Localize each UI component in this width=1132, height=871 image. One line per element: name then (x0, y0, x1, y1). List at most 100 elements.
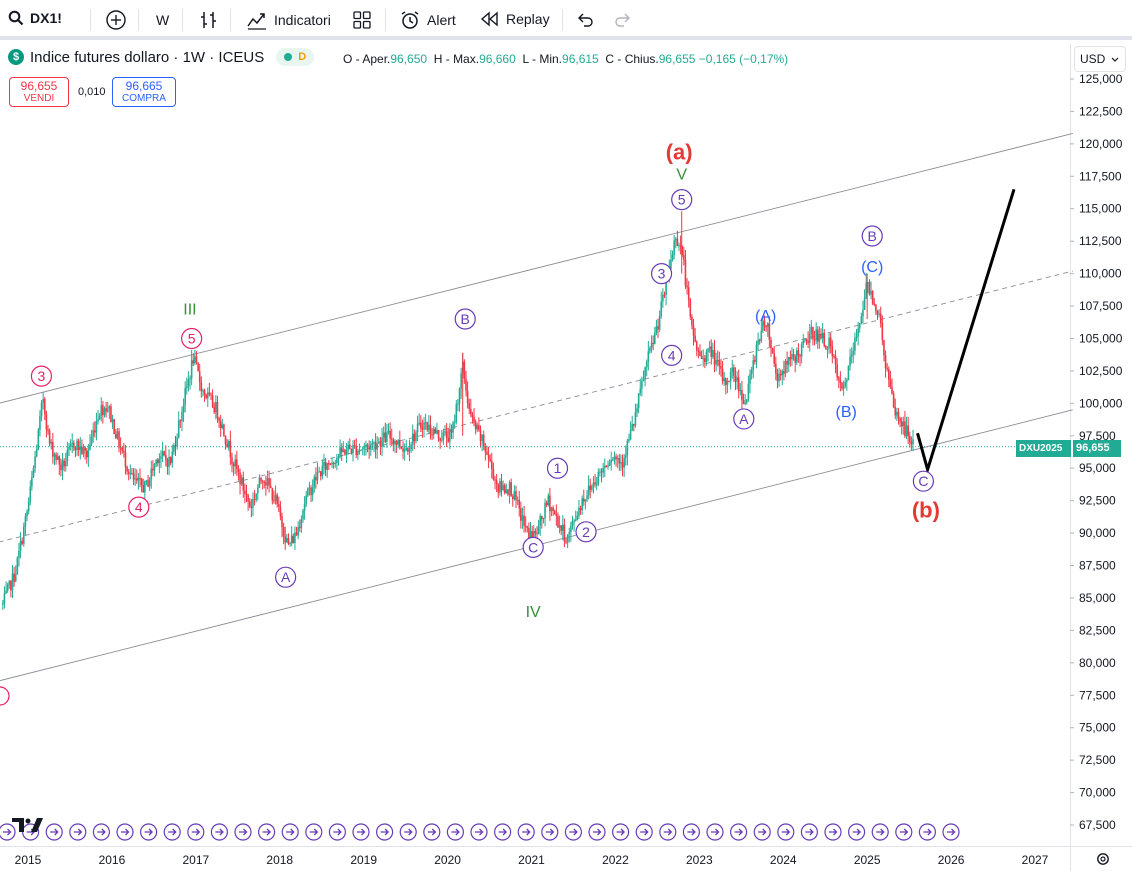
compare-add-button[interactable] (105, 9, 127, 36)
candle-body (689, 299, 692, 317)
symbol-search[interactable]: DX1! (8, 10, 62, 26)
candle-body (329, 464, 332, 466)
candle-body (541, 516, 543, 520)
wave-label[interactable]: 5 (678, 192, 686, 208)
candle-body (358, 450, 361, 452)
price-tick-label: 75,000 (1079, 721, 1116, 735)
candle-body (37, 429, 40, 450)
candle-body (432, 428, 435, 435)
wave-label[interactable]: V (676, 167, 687, 184)
candle-body (503, 485, 506, 494)
indicators-button[interactable]: Indicatori (246, 10, 331, 30)
candle-body (744, 402, 746, 404)
channel-upper-line[interactable] (0, 133, 1073, 404)
candle-body (208, 392, 211, 395)
arrow-right-icon (522, 828, 531, 836)
candle-body (73, 442, 75, 448)
candle-body (240, 477, 243, 485)
alert-button[interactable]: Alert (399, 10, 456, 30)
wave-label[interactable]: B (868, 228, 877, 244)
candle-body (545, 502, 548, 506)
candle-body (670, 259, 672, 270)
wave-degree-label[interactable]: (a) (666, 140, 693, 165)
tradingview-logo (12, 818, 43, 832)
buy-button[interactable]: 96,665 COMPRA (112, 77, 176, 107)
ohlc-values: O - Aper.96,650 H - Max.96,660 L - Min.9… (343, 52, 788, 66)
wave-label[interactable]: A (739, 411, 749, 427)
candle-body (139, 478, 141, 480)
sell-button[interactable]: 96,655 VENDI (9, 77, 69, 107)
wave-circle (912, 470, 934, 492)
wave-label[interactable]: 2 (582, 524, 590, 540)
time-tick-label: 2023 (686, 853, 713, 867)
candle-body (734, 375, 737, 382)
wave-label[interactable]: (C) (861, 259, 883, 276)
candle-body (390, 438, 393, 440)
time-axis[interactable]: 2015 2016 2017 2018 2019 2020 2021 2022 2023 2024… (15, 853, 1049, 867)
legend-status-badge[interactable]: D (276, 48, 315, 66)
candle-body (663, 294, 666, 296)
redo-button[interactable] (614, 11, 632, 34)
chart-type-button[interactable] (199, 9, 219, 36)
projection-line[interactable] (916, 188, 1016, 475)
chart-legend[interactable]: $ Indice futures dollaro · 1W · ICEUS D (8, 48, 315, 66)
arrow-right-icon (687, 828, 696, 836)
wave-label[interactable]: B (461, 311, 470, 327)
projection-path[interactable] (916, 188, 1016, 475)
candle-body (313, 476, 316, 488)
currency-select[interactable]: USD (1074, 46, 1126, 72)
undo-button[interactable] (576, 11, 594, 34)
price-axis[interactable]: 125,000 122,500 120,000 117,500 115,000 112,5… (1070, 72, 1123, 832)
wave-label[interactable]: C (528, 539, 538, 555)
indicators-icon (247, 13, 266, 30)
wave-label[interactable]: 3 (658, 266, 666, 282)
channel-middle-line[interactable] (0, 270, 1073, 543)
candle-body (424, 422, 427, 424)
layouts-button[interactable] (353, 11, 371, 34)
wave-label[interactable]: 5 (188, 330, 196, 346)
wave-label[interactable]: 4 (668, 347, 676, 363)
candle-body (407, 447, 409, 452)
replay-button[interactable]: Replay (480, 10, 550, 28)
wave-label[interactable]: 1 (554, 460, 562, 476)
economic-events-row[interactable] (0, 823, 960, 841)
wave-label[interactable]: 3 (38, 368, 46, 384)
candle-body (500, 481, 503, 490)
wave-degree-label[interactable]: (b) (912, 498, 940, 523)
candle-body (269, 485, 272, 488)
candle-body (339, 447, 341, 457)
candle-body (55, 454, 57, 460)
wave-label[interactable]: A (281, 569, 291, 585)
wave-label[interactable]: 4 (135, 499, 143, 515)
candle-body (195, 356, 198, 363)
candle-body (137, 478, 140, 481)
candle-body (904, 421, 906, 437)
arrow-right-icon (711, 828, 720, 836)
wave-label[interactable]: (B) (836, 404, 857, 421)
candle-body (61, 460, 64, 471)
wave-circle (181, 327, 203, 350)
candle-body (84, 447, 86, 451)
wave-label[interactable]: C (918, 473, 928, 489)
candle-body (355, 446, 358, 456)
candle-body (741, 389, 743, 401)
arrow-right-icon (73, 828, 83, 836)
candle-body (426, 422, 429, 431)
wave-label[interactable]: IV (526, 604, 541, 621)
candle-body (615, 456, 617, 460)
time-axis-settings-icon[interactable] (1097, 853, 1109, 865)
candle-body (342, 449, 345, 453)
candle-body (179, 420, 182, 422)
interval-button[interactable]: W (156, 12, 169, 28)
wave-label[interactable]: III (183, 302, 196, 319)
divider (230, 9, 231, 31)
candle-body (281, 516, 283, 527)
elliott-wave-labels[interactable]: 3 4 5 III A B 1 2 C IV 3 4 5 V (a) A (A) (B) B (C) C (b) (30, 140, 940, 621)
wave-label[interactable]: (A) (755, 308, 776, 325)
candle-body (416, 424, 419, 433)
candle-body (479, 430, 482, 442)
candle-body (520, 508, 522, 521)
candle-body (515, 491, 517, 501)
arrow-right-icon (50, 828, 59, 836)
price-chart[interactable]: 125,000 122,500 120,000 117,500 115,000 112,5… (0, 44, 1132, 871)
